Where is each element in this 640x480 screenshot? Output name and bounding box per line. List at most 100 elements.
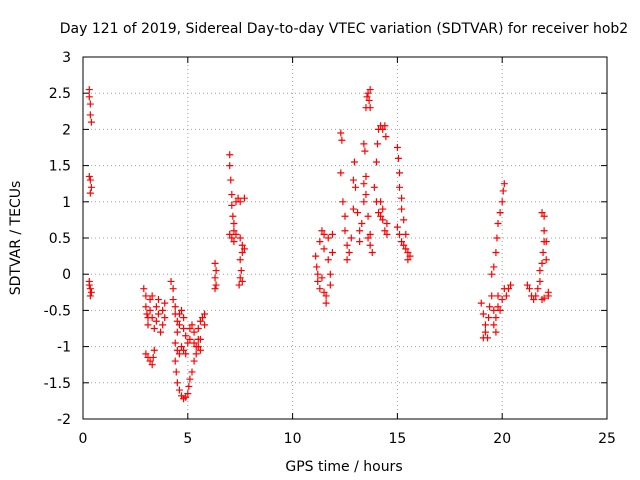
data-point (180, 346, 188, 354)
data-point (375, 209, 383, 217)
data-point (361, 147, 369, 155)
data-point (157, 328, 165, 336)
data-point (540, 212, 548, 220)
data-point (226, 162, 234, 170)
data-point (360, 198, 368, 206)
data-point (368, 248, 376, 256)
data-point (312, 252, 320, 260)
data-point (173, 317, 181, 325)
data-point (477, 299, 485, 307)
data-point (542, 238, 550, 246)
data-point (238, 277, 246, 285)
data-point (383, 230, 391, 238)
x-tick-label: 10 (284, 431, 302, 447)
data-point (238, 241, 246, 249)
data-point (540, 227, 548, 235)
data-point (159, 306, 167, 314)
data-point (85, 277, 93, 285)
data-point (211, 274, 219, 282)
data-point (320, 245, 328, 253)
x-axis-label: GPS time / hours (285, 459, 402, 475)
data-point (362, 191, 370, 199)
data-point (316, 238, 324, 246)
data-point (182, 332, 190, 340)
data-point (87, 118, 95, 126)
x-tick-label: 25 (598, 431, 616, 447)
data-point (544, 292, 552, 300)
data-point (496, 306, 504, 314)
data-point (186, 375, 194, 383)
data-point (313, 263, 321, 271)
data-point (180, 325, 188, 332)
data-point (182, 350, 190, 358)
data-point (314, 270, 322, 278)
data-point (507, 281, 515, 289)
data-point (400, 216, 408, 224)
data-point (542, 256, 550, 264)
data-point (86, 176, 94, 184)
data-point (227, 176, 235, 184)
data-point (364, 212, 372, 220)
data-point (226, 230, 234, 238)
data-point (143, 310, 151, 318)
data-point (496, 209, 504, 217)
data-point (182, 393, 190, 401)
data-point (211, 259, 219, 267)
y-tick-label: 3 (62, 50, 71, 66)
data-point (322, 292, 330, 300)
data-point (201, 310, 209, 318)
data-point (402, 245, 410, 253)
data-points (85, 86, 552, 403)
data-point (402, 230, 410, 238)
data-point (142, 303, 150, 311)
data-point (194, 325, 202, 332)
data-point (379, 216, 387, 224)
data-point (326, 281, 334, 289)
data-point (494, 220, 502, 228)
data-point (318, 227, 326, 235)
data-point (201, 321, 209, 329)
y-tick-label: -1.5 (44, 376, 71, 392)
data-point (356, 238, 364, 246)
data-point (169, 285, 177, 293)
data-point (400, 241, 408, 249)
data-point (86, 111, 94, 119)
data-point (175, 321, 183, 329)
data-point (394, 154, 402, 162)
data-point (175, 350, 183, 358)
data-point (226, 151, 234, 159)
data-point (188, 368, 196, 376)
data-point (345, 248, 353, 256)
data-point (87, 183, 95, 191)
data-point (362, 172, 370, 180)
data-point (192, 350, 200, 358)
data-point (86, 292, 94, 300)
data-point (234, 194, 242, 202)
data-point (350, 158, 358, 166)
data-point (337, 169, 345, 177)
data-point (230, 238, 238, 246)
data-point (167, 277, 175, 285)
data-point (364, 234, 372, 242)
data-point (86, 285, 94, 293)
data-point (149, 353, 157, 361)
data-point (173, 379, 181, 387)
data-point (196, 317, 204, 325)
data-point (236, 256, 244, 264)
data-point (363, 93, 371, 101)
chart-title: Day 121 of 2019, Sidereal Day-to-day VTE… (60, 21, 628, 37)
data-point (320, 288, 328, 296)
data-point (178, 306, 186, 314)
data-point (188, 321, 196, 329)
data-point (338, 136, 346, 144)
data-point (377, 212, 385, 220)
data-point (184, 390, 192, 398)
data-point (343, 256, 351, 264)
data-point (150, 325, 158, 332)
data-point (237, 267, 245, 275)
data-point (198, 314, 206, 322)
data-point (175, 310, 183, 318)
data-point (492, 248, 500, 256)
data-point (395, 169, 403, 177)
data-point (146, 357, 154, 365)
